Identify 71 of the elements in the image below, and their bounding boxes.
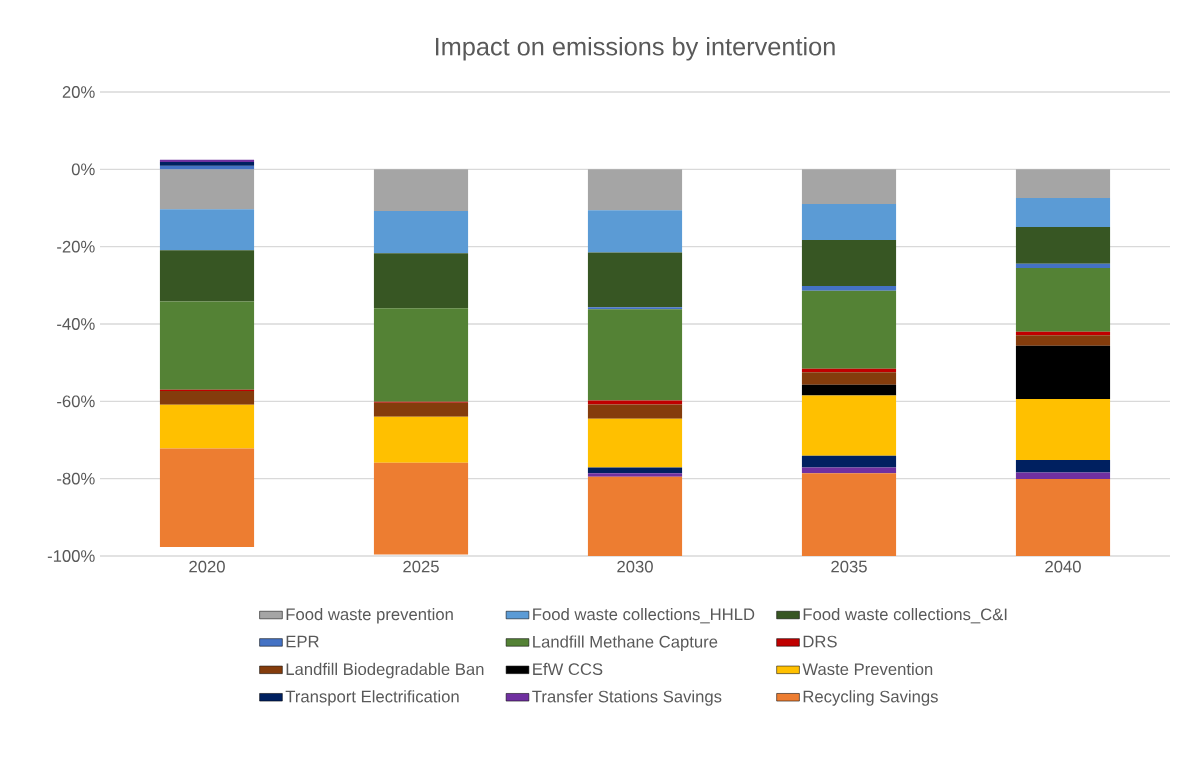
y-tick-label: 20%: [62, 86, 95, 98]
bar: [159, 161, 255, 166]
bar: [1015, 263, 1111, 268]
bar: [159, 209, 255, 251]
bar: [801, 395, 897, 456]
y-tick-label: 0%: [71, 163, 95, 176]
legend-label: Transfer Stations Savings: [532, 690, 722, 706]
y-tick-label: -80%: [57, 472, 95, 485]
bar: [1015, 335, 1111, 346]
legend-label: EfW CCS: [533, 662, 603, 676]
bar: [373, 211, 469, 254]
y-tick-label: -20%: [57, 240, 95, 253]
bar: [1015, 197, 1111, 227]
bar: [1015, 479, 1111, 556]
legend-label: Landfill Methane Capture: [533, 635, 718, 651]
bar: [587, 473, 683, 477]
x-tick-label: 2020: [189, 560, 225, 573]
bar: [373, 308, 469, 402]
legend-label: DRS: [803, 635, 837, 648]
bar: [373, 462, 469, 555]
legend-label: EPR: [286, 635, 319, 648]
bar: [1015, 267, 1111, 332]
bar: [801, 473, 897, 556]
bar: [159, 448, 255, 548]
bar: [159, 301, 255, 390]
legend-label: Food waste prevention: [286, 607, 453, 624]
bar: [587, 169, 683, 211]
bar: [159, 390, 255, 405]
bar: [159, 404, 255, 449]
bar: [1015, 345, 1111, 399]
bar: [373, 416, 469, 463]
bar: [587, 418, 683, 468]
bar: [159, 250, 255, 302]
bar: [587, 210, 683, 253]
y-tick-label: -40%: [57, 318, 95, 330]
legend-label: Waste Prevention: [802, 662, 933, 676]
bar: [801, 290, 897, 369]
bar: [801, 204, 897, 241]
bar: [801, 455, 897, 468]
bar: [373, 169, 469, 212]
legend-label: Recycling Savings: [803, 690, 938, 706]
bar: [587, 476, 683, 556]
bar: [587, 404, 683, 419]
bar: [1015, 460, 1111, 473]
bar: [587, 309, 683, 401]
bar: [801, 240, 897, 287]
bar: [1015, 399, 1111, 461]
bar: [1015, 226, 1111, 264]
legend-label: Transport Electrification: [285, 690, 459, 706]
bar: [801, 372, 897, 385]
x-tick-label: 2035: [831, 560, 867, 573]
bar: [801, 384, 897, 396]
bar: [587, 467, 683, 474]
y-tick-label: -100%: [47, 550, 95, 562]
x-tick-label: 2025: [403, 560, 439, 573]
bar: [801, 169, 897, 205]
x-tick-label: 2040: [1045, 560, 1081, 573]
x-tick-label: 2030: [617, 560, 653, 573]
y-tick-label: -60%: [57, 395, 95, 408]
bar: [159, 169, 255, 210]
legend-label: Food waste collections_C&I: [803, 607, 1007, 624]
bar: [373, 402, 469, 417]
bar: [587, 252, 683, 308]
legend-label: Landfill Biodegradable Ban: [286, 662, 484, 679]
bar: [801, 467, 897, 474]
bar: [801, 286, 897, 291]
bar: [373, 253, 469, 309]
bar: [1015, 169, 1111, 198]
bar: [1015, 472, 1111, 480]
chart-title: Impact on emissions by intervention: [435, 36, 835, 61]
legend-label: Food waste collections_HHLD: [533, 607, 755, 624]
